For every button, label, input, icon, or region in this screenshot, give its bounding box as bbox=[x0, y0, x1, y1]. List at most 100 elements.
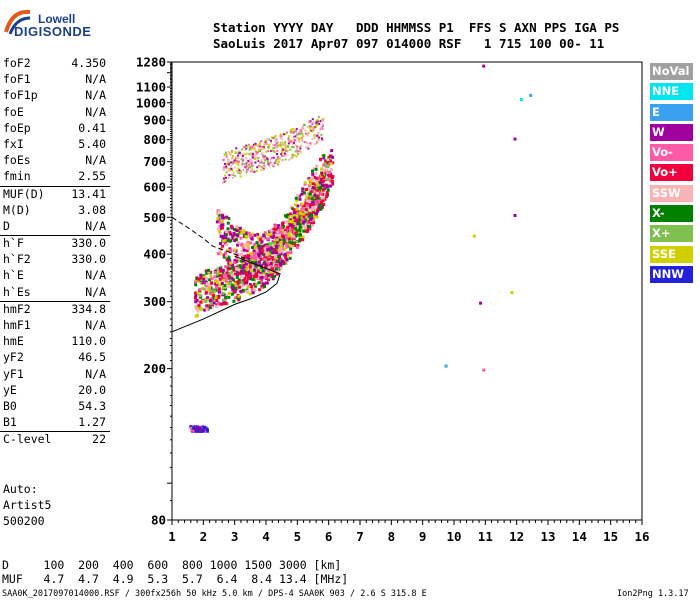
echo-dot bbox=[222, 301, 226, 305]
echo-dot bbox=[291, 218, 295, 222]
echo-dot bbox=[263, 156, 266, 159]
echo-dot bbox=[309, 182, 313, 186]
echo-dot bbox=[202, 277, 206, 281]
echo-dot bbox=[295, 240, 299, 244]
echo-dot bbox=[237, 232, 241, 236]
echo-dot bbox=[201, 281, 205, 285]
echo-dot bbox=[288, 234, 292, 238]
echo-dot bbox=[275, 229, 279, 233]
echo-dot bbox=[239, 274, 243, 278]
echo-dot bbox=[301, 187, 305, 191]
echo-dot bbox=[315, 120, 318, 123]
param-value: 22 bbox=[92, 432, 106, 447]
param-label: h`Es bbox=[3, 284, 31, 299]
echo-dot bbox=[263, 268, 267, 272]
echo-dot bbox=[234, 151, 237, 154]
echo-dot bbox=[290, 220, 294, 224]
echo-dot bbox=[513, 214, 517, 218]
echo-dot bbox=[223, 287, 227, 291]
echo-dot bbox=[281, 224, 285, 228]
echo-dot bbox=[317, 208, 321, 212]
param-label: hmE bbox=[3, 334, 24, 349]
echo-dot bbox=[279, 136, 282, 139]
echo-dot bbox=[192, 426, 196, 430]
echo-dot bbox=[284, 261, 288, 265]
echo-dot bbox=[248, 147, 251, 150]
echo-dot bbox=[269, 268, 273, 272]
param-value: 5.40 bbox=[78, 136, 106, 151]
echo-dot bbox=[233, 159, 236, 162]
param-label: foF1 bbox=[3, 72, 31, 87]
echo-dot bbox=[289, 148, 292, 151]
echo-dot bbox=[260, 266, 264, 270]
parameters-panel: foF2 4.350 foF1 N/A foF1p N/A foE N/A foEp 0.41 fx… bbox=[0, 56, 110, 449]
param-value: 330.0 bbox=[71, 236, 106, 251]
echo-dot bbox=[242, 169, 245, 172]
echo-dot bbox=[316, 209, 320, 213]
echo-dot bbox=[285, 251, 289, 255]
echo-dot bbox=[282, 142, 285, 145]
echo-dot bbox=[301, 139, 304, 142]
y-tick-label: 900 bbox=[143, 113, 166, 128]
echo-dot bbox=[245, 171, 248, 174]
echo-dot bbox=[229, 161, 232, 164]
autoscale-code: 500200 bbox=[3, 514, 45, 528]
echo-dot bbox=[248, 265, 252, 269]
echo-dot bbox=[276, 162, 279, 165]
echo-dot bbox=[315, 186, 319, 190]
param-label: hmF2 bbox=[3, 301, 31, 316]
echo-dot bbox=[273, 259, 277, 263]
echo-dot bbox=[199, 276, 203, 280]
echo-dot bbox=[294, 144, 297, 147]
legend-item-xminus: X- bbox=[650, 205, 693, 223]
echo-dot bbox=[273, 230, 277, 234]
echo-dot bbox=[265, 157, 268, 160]
echo-dot bbox=[280, 249, 284, 253]
y-tick-label: 700 bbox=[143, 154, 166, 169]
echo-dot bbox=[308, 125, 311, 128]
echo-dot bbox=[300, 216, 304, 220]
echo-dot bbox=[293, 139, 296, 142]
echo-dot bbox=[225, 153, 228, 156]
echo-dot bbox=[309, 120, 312, 123]
echo-dot bbox=[225, 215, 229, 219]
param-value: 334.8 bbox=[71, 301, 106, 316]
echo-dot bbox=[288, 226, 292, 230]
echo-dot bbox=[305, 230, 309, 234]
echo-dot bbox=[227, 161, 230, 164]
echo-dot bbox=[273, 274, 277, 278]
echo-dot bbox=[217, 213, 221, 217]
echo-dot bbox=[286, 226, 290, 230]
echo-dot bbox=[256, 276, 260, 280]
echo-dot bbox=[309, 222, 313, 226]
echo-dot bbox=[274, 227, 278, 231]
echo-dot bbox=[218, 220, 222, 224]
echo-dot bbox=[274, 224, 278, 228]
echo-dot bbox=[232, 171, 235, 174]
echo-dot bbox=[309, 128, 312, 131]
echo-dot bbox=[298, 225, 302, 229]
echo-dot bbox=[247, 159, 250, 162]
echo-dot bbox=[217, 270, 221, 274]
echo-dot bbox=[225, 171, 228, 174]
echo-dot bbox=[311, 206, 315, 210]
echo-dot bbox=[267, 146, 270, 149]
echo-dot bbox=[298, 211, 302, 215]
echo-dot bbox=[222, 167, 225, 170]
echo-dot bbox=[264, 140, 267, 143]
echo-dot bbox=[224, 279, 228, 283]
echo-dot bbox=[313, 121, 316, 124]
echo-dot bbox=[260, 140, 263, 143]
echo-dot bbox=[196, 306, 200, 310]
echo-dot bbox=[218, 251, 222, 255]
echo-dot bbox=[197, 279, 201, 283]
echo-dot bbox=[266, 278, 270, 282]
echo-dot bbox=[302, 229, 306, 233]
x-tick-label: 2 bbox=[200, 529, 208, 544]
param-value: N/A bbox=[85, 284, 106, 299]
x-tick-label: 7 bbox=[356, 529, 364, 544]
echo-dot bbox=[326, 188, 330, 192]
echo-dot bbox=[246, 145, 249, 148]
echo-dot bbox=[257, 274, 261, 278]
